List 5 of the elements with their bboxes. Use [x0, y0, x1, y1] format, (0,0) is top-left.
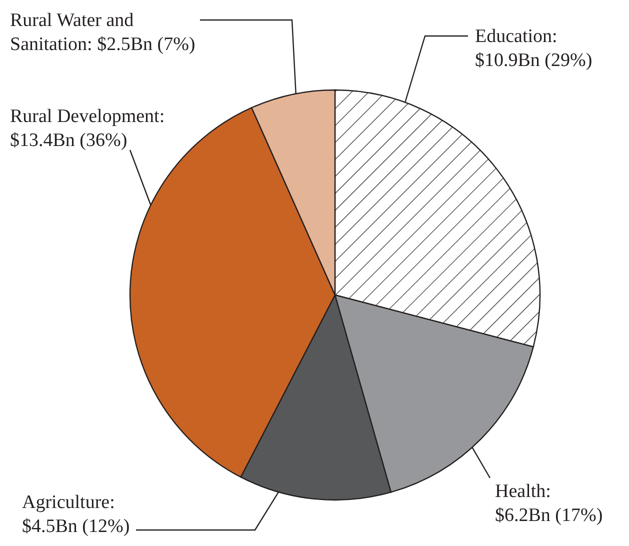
- slice-label: Education: $10.9Bn (29%): [475, 26, 592, 71]
- slice-label: Health: $6.2Bn (17%): [495, 481, 603, 526]
- slice-label: Rural Water and Sanitation: $2.5Bn (7%): [10, 10, 196, 55]
- slice-label: Agriculture: $4.5Bn (12%): [22, 492, 130, 537]
- slice-label: Rural Development: $13.4Bn (36%): [10, 106, 165, 151]
